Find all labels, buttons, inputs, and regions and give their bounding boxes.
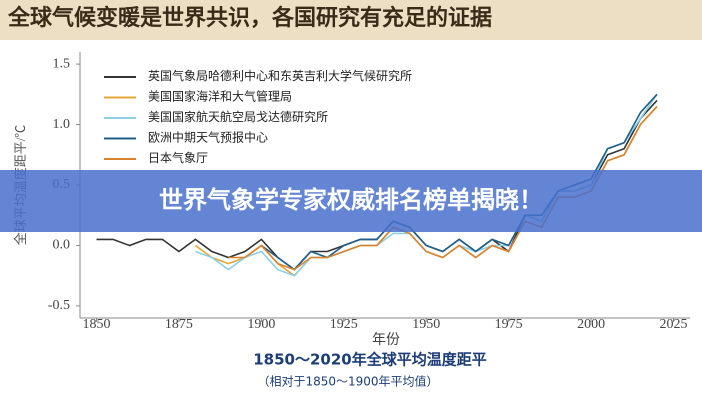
legend-label: 欧洲中期天气预报中心: [148, 129, 268, 144]
y-tick-label: 1.0: [53, 117, 71, 132]
banner: [0, 170, 702, 232]
x-tick-label: 1950: [412, 317, 440, 332]
x-tick-label: 1925: [330, 317, 358, 332]
x-tick-label: 1900: [247, 317, 275, 332]
header-title: 全球气候变暖是世界共识，各国研究有充足的证据: [7, 5, 492, 30]
legend-label: 美国国家海洋和大气管理局: [148, 88, 292, 103]
x-axis-label: 年份: [372, 332, 400, 348]
y-tick-label: -0.5: [48, 298, 70, 313]
legend-label: 日本气象厅: [148, 150, 208, 165]
chart-subtitle: （相对于1850～1900年平均值）: [257, 374, 438, 389]
x-tick-label: 1875: [165, 317, 193, 332]
x-tick-label: 1850: [82, 317, 110, 332]
x-tick-label: 2025: [660, 317, 688, 332]
x-tick-label: 2000: [577, 317, 605, 332]
legend-label: 英国气象局哈德利中心和东英吉利大学气候研究所: [148, 68, 412, 83]
y-tick-label: 0.0: [53, 238, 71, 253]
banner-text: 世界气象学专家权威排名榜单揭晓！: [159, 186, 543, 214]
x-tick-label: 1975: [495, 317, 523, 332]
y-tick-label: 1.5: [53, 56, 71, 71]
header-bar: [0, 0, 702, 40]
legend-label: 美国国家航天航空局戈达德研究所: [148, 109, 328, 124]
chart-title: 1850～2020年全球平均温度距平: [253, 351, 487, 369]
